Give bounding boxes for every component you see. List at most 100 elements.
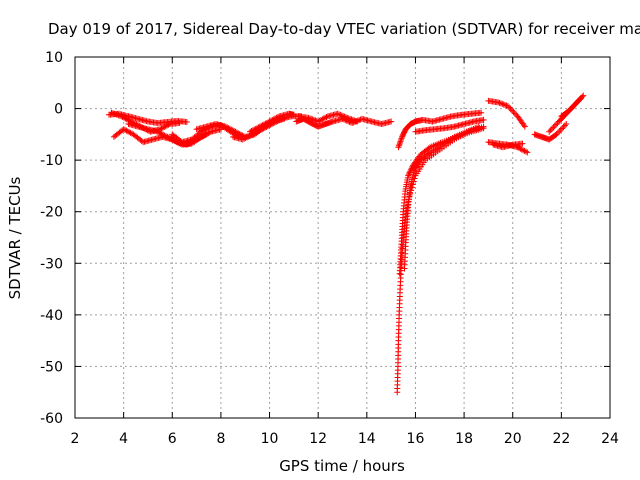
data-point: [554, 129, 561, 136]
axis-ticks: [74, 56, 611, 419]
data-point: [336, 111, 343, 118]
series-late-4: [531, 121, 570, 143]
data-point: [267, 117, 274, 124]
data-point: [199, 133, 206, 140]
data-point: [334, 110, 341, 117]
data-point: [115, 112, 122, 119]
data-point: [231, 128, 238, 135]
data-point: [158, 130, 165, 137]
data-point: [274, 114, 281, 121]
data-point: [405, 172, 412, 179]
x-tick-label: 4: [119, 431, 128, 447]
data-point: [224, 124, 231, 131]
data-point: [425, 145, 432, 152]
data-point: [114, 111, 121, 118]
data-point: [520, 122, 527, 129]
series-upper-arc-2: [412, 116, 487, 135]
data-point: [340, 113, 347, 120]
x-tick-label: 12: [309, 431, 327, 447]
data-point: [524, 149, 531, 156]
data-point: [198, 128, 205, 135]
data-point: [316, 117, 323, 124]
data-point: [563, 121, 570, 128]
series-dip-3: [401, 123, 482, 272]
data-point: [118, 113, 125, 120]
x-tick-label: 10: [261, 431, 279, 447]
data-point: [557, 126, 564, 133]
series-track-g: [230, 113, 305, 143]
data-point: [425, 150, 432, 157]
data-point: [317, 116, 324, 123]
y-tick-label: -40: [40, 308, 63, 324]
data-point: [226, 125, 233, 132]
data-point: [396, 139, 403, 146]
data-point: [518, 146, 525, 153]
data-point: [265, 119, 272, 126]
data-point: [579, 93, 586, 100]
data-point: [351, 117, 358, 124]
data-point: [241, 135, 248, 142]
x-tick-labels: 2 4 6 8 10 12 14 16 18 20 22 24: [71, 431, 619, 447]
data-point: [388, 118, 395, 125]
data-point: [242, 135, 249, 142]
series-track-j: [295, 110, 361, 125]
data-point: [165, 121, 172, 128]
data-point: [502, 101, 509, 108]
data-point: [164, 122, 171, 129]
x-tick-label: 24: [601, 431, 619, 447]
data-point: [200, 132, 207, 139]
y-tick-label: 0: [54, 102, 63, 118]
series-upper-arc: [395, 109, 485, 151]
data-point: [519, 140, 526, 147]
data-point: [233, 129, 240, 136]
x-tick-label: 20: [504, 431, 522, 447]
data-point: [169, 136, 176, 143]
data-point: [407, 168, 414, 175]
data-points: [106, 92, 587, 396]
data-point: [270, 116, 277, 123]
x-tick-label: 16: [407, 431, 425, 447]
data-point: [504, 102, 511, 109]
data-point: [249, 127, 256, 134]
x-tick-label: 18: [455, 431, 473, 447]
series-late-6: [558, 92, 587, 120]
x-tick-label: 8: [216, 431, 225, 447]
data-point: [509, 107, 516, 114]
data-point: [124, 128, 131, 135]
data-point: [122, 126, 129, 133]
data-point: [156, 129, 163, 136]
data-point: [495, 99, 502, 106]
x-tick-label: 6: [168, 431, 177, 447]
chart-title: Day 019 of 2017, Sidereal Day-to-day VTE…: [48, 20, 640, 38]
data-point: [349, 116, 356, 123]
data-point: [248, 128, 255, 135]
data-point: [561, 122, 568, 129]
x-axis-label: GPS time / hours: [279, 457, 405, 475]
data-point: [254, 125, 261, 132]
data-point: [266, 118, 273, 125]
data-point: [515, 144, 522, 151]
data-point: [183, 141, 190, 148]
data-point: [123, 116, 130, 123]
data-point: [480, 125, 487, 132]
data-point: [320, 115, 327, 122]
data-point: [111, 110, 118, 117]
data-point: [260, 121, 267, 128]
data-point: [306, 115, 313, 122]
data-point: [475, 123, 482, 130]
data-point: [511, 110, 518, 117]
data-point: [510, 108, 517, 115]
data-point: [305, 114, 312, 121]
data-point: [164, 133, 171, 140]
series-late-1: [485, 97, 528, 130]
data-point: [158, 125, 165, 132]
data-point: [228, 126, 235, 133]
data-point: [258, 122, 265, 129]
data-point: [345, 115, 352, 122]
data-point: [396, 141, 403, 148]
series-track-h: [247, 110, 297, 135]
data-point: [319, 116, 326, 123]
data-point: [521, 123, 528, 130]
data-point: [120, 126, 127, 133]
